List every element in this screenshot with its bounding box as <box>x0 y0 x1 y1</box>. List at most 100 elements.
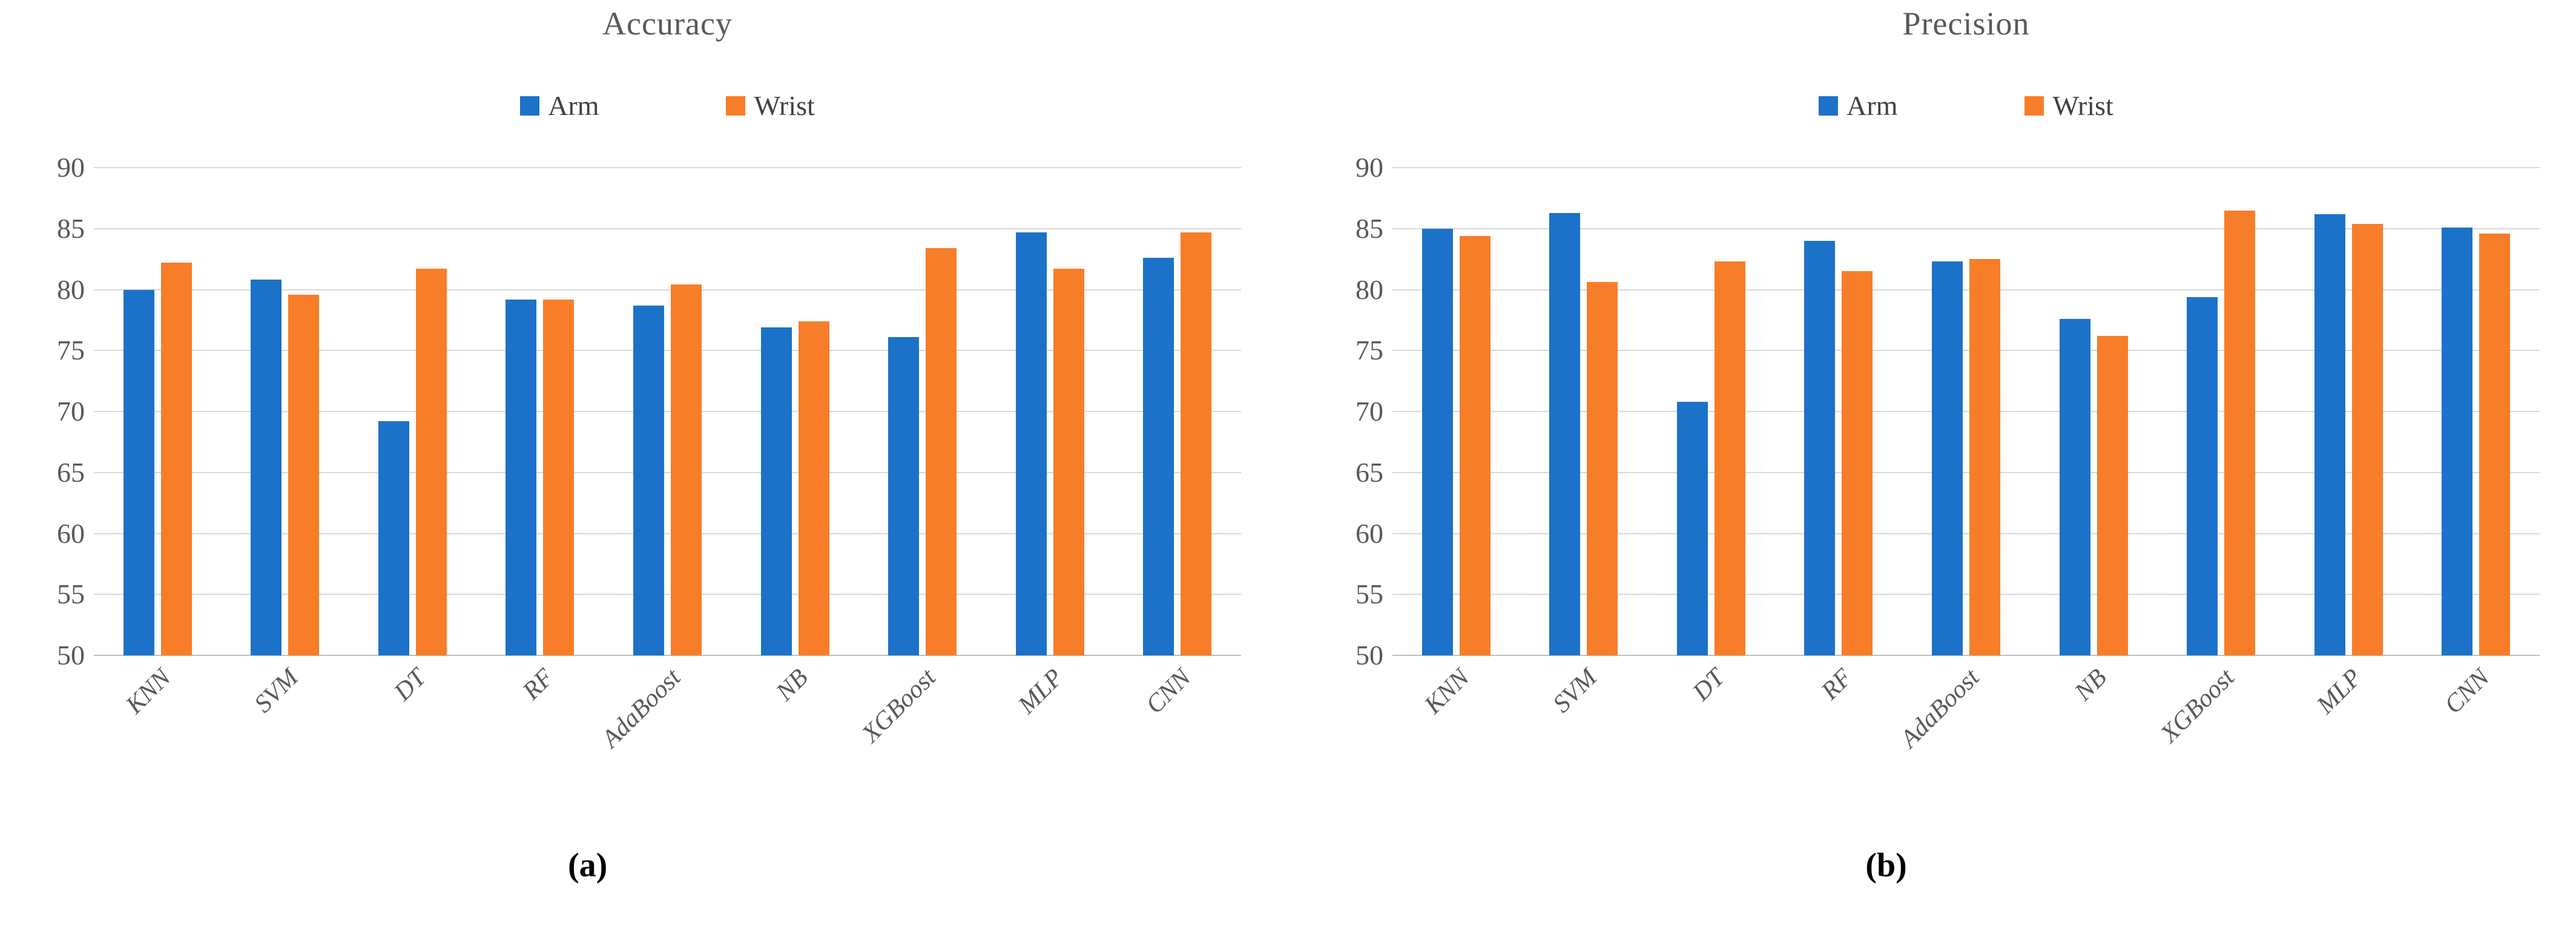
x-tick-label-knn: KNN <box>120 663 177 720</box>
y-tick-label-55: 55 <box>1356 579 1383 610</box>
bar-arm-cnn <box>1143 258 1174 655</box>
y-tick-label-90: 90 <box>1356 152 1383 183</box>
bar-arm-knn <box>123 289 154 655</box>
plot-area <box>94 167 1241 656</box>
y-tick-label-65: 65 <box>1356 456 1383 488</box>
y-tick-label-50: 50 <box>57 640 85 671</box>
bar-group-dt <box>1647 168 1775 655</box>
bar-group-mlp <box>2285 168 2413 655</box>
x-axis-labels: KNN SVM DT RF AdaBoost NB XGBoost MLP CNN <box>1392 664 2540 846</box>
y-tick-label-70: 70 <box>57 396 85 427</box>
bar-arm-rf <box>506 299 537 655</box>
subfigure-caption: (a) <box>567 847 608 884</box>
bar-group-xgboost <box>858 168 986 655</box>
gridline-75 <box>1392 350 2540 352</box>
bar-group-nb <box>2030 168 2158 655</box>
x-tick-label-knn: KNN <box>1419 663 1475 720</box>
bar-group-rf <box>1775 168 1903 655</box>
bar-group-cnn <box>2412 168 2540 655</box>
legend-label: Arm <box>1846 90 1898 121</box>
legend: Arm Wrist <box>94 90 1241 122</box>
x-tick-label-nb: NB <box>771 663 814 707</box>
bar-wrist-adaboost <box>670 284 702 655</box>
bar-arm-svm <box>1549 212 1581 655</box>
bar-arm-mlp <box>2314 214 2345 655</box>
bar-group-rf <box>476 168 604 655</box>
x-tick-label-mlp: MLP <box>2311 663 2368 720</box>
bar-wrist-dt <box>1714 261 1745 655</box>
bar-arm-nb <box>2059 318 2090 655</box>
x-tick-label-xgboost: XGBoost <box>2155 663 2240 749</box>
y-axis: 90 85 80 75 70 65 60 55 50 <box>1299 154 1383 669</box>
legend-item-wrist: Wrist <box>726 90 815 122</box>
x-tick-label-rf: RF <box>1816 663 1858 706</box>
bar-wrist-nb <box>798 321 829 655</box>
bar-arm-adaboost <box>633 305 664 655</box>
bar-group-knn <box>94 168 222 655</box>
gridline-85 <box>94 228 1241 229</box>
bar-wrist-cnn <box>1181 232 1212 655</box>
x-tick-label-nb: NB <box>2069 663 2113 707</box>
x-tick-label-cnn: CNN <box>2439 663 2495 720</box>
gridline-80 <box>94 289 1241 290</box>
wrist-legend-swatch-icon <box>2024 96 2044 116</box>
bar-group-adaboost <box>604 168 731 655</box>
gridline-90 <box>1392 167 2540 168</box>
legend-item-wrist: Wrist <box>2024 90 2113 122</box>
bar-wrist-mlp <box>2351 223 2383 655</box>
x-tick-label-cnn: CNN <box>1140 663 1196 720</box>
bar-wrist-svm <box>288 294 320 655</box>
bar-wrist-xgboost <box>2224 210 2256 655</box>
legend-label: Arm <box>548 90 599 121</box>
legend-label: Wrist <box>754 90 815 121</box>
bar-arm-mlp <box>1015 232 1047 655</box>
x-tick-label-rf: RF <box>517 663 559 706</box>
bar-group-nb <box>731 168 859 655</box>
gridline-90 <box>94 167 1241 168</box>
bar-group-dt <box>349 168 476 655</box>
bar-wrist-cnn <box>2479 233 2511 655</box>
y-axis: 90 85 80 75 70 65 60 55 50 <box>0 154 85 669</box>
y-tick-label-85: 85 <box>57 212 85 244</box>
y-tick-label-80: 80 <box>57 274 85 305</box>
x-tick-label-svm: SVM <box>249 663 304 718</box>
y-tick-label-75: 75 <box>1356 335 1383 366</box>
bar-wrist-mlp <box>1053 269 1084 655</box>
gridline-70 <box>94 411 1241 412</box>
bar-arm-xgboost <box>888 337 920 655</box>
x-tick-label-dt: DT <box>1687 663 1730 707</box>
legend-item-arm: Arm <box>1819 90 1897 122</box>
gridline-85 <box>1392 228 2540 229</box>
y-tick-label-65: 65 <box>57 456 85 488</box>
chart-title: Precision <box>1902 5 2030 42</box>
chart-title: Accuracy <box>602 5 733 42</box>
bar-arm-cnn <box>2442 227 2473 655</box>
y-tick-label-85: 85 <box>1356 212 1383 244</box>
bar-group-adaboost <box>1902 168 2030 655</box>
gridline-60 <box>94 533 1241 534</box>
y-tick-label-80: 80 <box>1356 274 1383 305</box>
legend-label: Wrist <box>2052 90 2113 121</box>
gridline-70 <box>1392 411 2540 412</box>
x-tick-label-adaboost: AdaBoost <box>1895 663 1985 753</box>
x-tick-label-dt: DT <box>389 663 432 707</box>
x-axis-labels: KNN SVM DT RF AdaBoost NB XGBoost MLP CNN <box>94 664 1241 846</box>
y-tick-label-50: 50 <box>1356 640 1383 671</box>
x-axis-line <box>94 655 1241 656</box>
bar-wrist-nb <box>2097 336 2128 655</box>
bar-arm-rf <box>1804 240 1836 655</box>
y-tick-label-60: 60 <box>57 517 85 549</box>
bar-wrist-knn <box>160 263 192 655</box>
y-tick-label-70: 70 <box>1356 396 1383 427</box>
gridline-65 <box>94 471 1241 473</box>
bar-wrist-rf <box>543 299 575 655</box>
bar-wrist-xgboost <box>926 248 957 655</box>
bar-arm-adaboost <box>1931 261 1963 655</box>
subfigure-caption: (b) <box>1865 847 1907 884</box>
gridline-65 <box>1392 471 2540 473</box>
gridline-60 <box>1392 533 2540 534</box>
bar-group-svm <box>1520 168 1648 655</box>
x-tick-label-mlp: MLP <box>1013 663 1069 720</box>
legend-item-arm: Arm <box>520 90 599 122</box>
